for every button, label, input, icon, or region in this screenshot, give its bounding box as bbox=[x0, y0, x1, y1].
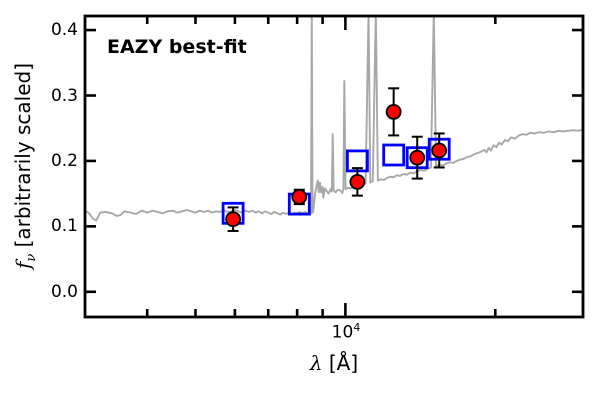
y-axis-label: fν [arbitrarily scaled] bbox=[11, 16, 39, 316]
y-tick-label: 0.2 bbox=[50, 151, 78, 171]
f-symbol: f bbox=[11, 261, 35, 270]
x-tick-label-major: 104 bbox=[315, 321, 377, 343]
model-photometry-square bbox=[382, 143, 406, 167]
spectrum-path bbox=[85, 16, 583, 222]
x-axis-label: λ [Å] bbox=[234, 351, 434, 375]
axis-frame bbox=[83, 14, 585, 319]
annotation-eazy-best-fit: EAZY best-fit bbox=[107, 36, 247, 58]
observed-photometry-point bbox=[385, 103, 402, 120]
observed-photometry-point bbox=[291, 189, 308, 205]
lambda-symbol: λ bbox=[309, 351, 323, 375]
x-axis-label-units: [Å] bbox=[322, 351, 359, 375]
y-tick-label: 0.0 bbox=[50, 282, 78, 302]
observed-photometry-point bbox=[409, 149, 426, 166]
observed-photometry-point bbox=[431, 142, 448, 159]
y-tick-label: 0.1 bbox=[50, 216, 78, 236]
observed-photometry-point bbox=[349, 173, 366, 190]
observed-photometry-point bbox=[225, 211, 242, 228]
nu-subscript: ν bbox=[24, 253, 39, 262]
y-tick-label: 0.3 bbox=[50, 86, 78, 106]
x-tick-base: 10 bbox=[331, 322, 354, 343]
y-tick-label: 0.4 bbox=[50, 20, 78, 40]
y-axis-label-text: [arbitrarily scaled] bbox=[11, 62, 35, 254]
x-tick-exponent: 4 bbox=[353, 321, 361, 334]
